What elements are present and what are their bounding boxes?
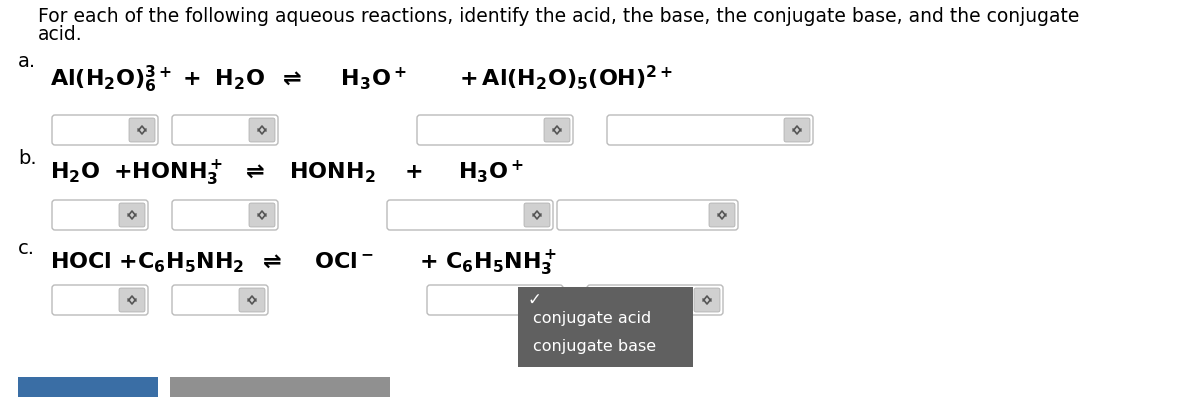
- FancyBboxPatch shape: [130, 118, 155, 142]
- Text: $\mathbf{HOCl}$ $\mathbf{+C_6H_5NH_2}$  $\mathbf{\rightleftharpoons}$    $\mathb: $\mathbf{HOCl}$ $\mathbf{+C_6H_5NH_2}$ $…: [50, 249, 557, 278]
- FancyBboxPatch shape: [386, 200, 553, 230]
- FancyBboxPatch shape: [52, 115, 158, 145]
- Text: acid.: acid.: [38, 25, 83, 44]
- Text: c.: c.: [18, 239, 35, 258]
- FancyBboxPatch shape: [557, 200, 738, 230]
- FancyBboxPatch shape: [544, 118, 570, 142]
- FancyBboxPatch shape: [119, 288, 145, 312]
- FancyBboxPatch shape: [172, 285, 268, 315]
- FancyBboxPatch shape: [587, 285, 722, 315]
- Text: conjugate acid: conjugate acid: [533, 312, 652, 326]
- Text: $\mathbf{Al(H_2O)_6^{3+}}$ $\mathbf{+}$  $\mathbf{H_2O}$  $\mathbf{\rightlefthar: $\mathbf{Al(H_2O)_6^{3+}}$ $\mathbf{+}$ …: [50, 64, 673, 95]
- FancyBboxPatch shape: [172, 115, 278, 145]
- Bar: [18, 377, 158, 397]
- Bar: [170, 377, 390, 397]
- FancyBboxPatch shape: [524, 203, 550, 227]
- Text: $\mathbf{H_2O}$  $\mathbf{+HONH_3^+}$  $\mathbf{\rightleftharpoons}$   $\mathbf{: $\mathbf{H_2O}$ $\mathbf{+HONH_3^+}$ $\m…: [50, 159, 524, 188]
- FancyBboxPatch shape: [418, 115, 574, 145]
- Text: b.: b.: [18, 149, 37, 168]
- FancyBboxPatch shape: [239, 288, 265, 312]
- FancyBboxPatch shape: [694, 288, 720, 312]
- Bar: [518, 287, 694, 367]
- FancyBboxPatch shape: [607, 115, 814, 145]
- FancyBboxPatch shape: [784, 118, 810, 142]
- FancyBboxPatch shape: [250, 203, 275, 227]
- FancyBboxPatch shape: [709, 203, 734, 227]
- FancyBboxPatch shape: [172, 200, 278, 230]
- FancyBboxPatch shape: [52, 285, 148, 315]
- Text: conjugate base: conjugate base: [533, 339, 656, 355]
- FancyBboxPatch shape: [250, 118, 275, 142]
- Text: a.: a.: [18, 52, 36, 71]
- FancyBboxPatch shape: [427, 285, 563, 315]
- Text: ✓: ✓: [528, 291, 542, 309]
- FancyBboxPatch shape: [119, 203, 145, 227]
- FancyBboxPatch shape: [534, 288, 560, 312]
- Text: For each of the following aqueous reactions, identify the acid, the base, the co: For each of the following aqueous reacti…: [38, 7, 1079, 26]
- FancyBboxPatch shape: [52, 200, 148, 230]
